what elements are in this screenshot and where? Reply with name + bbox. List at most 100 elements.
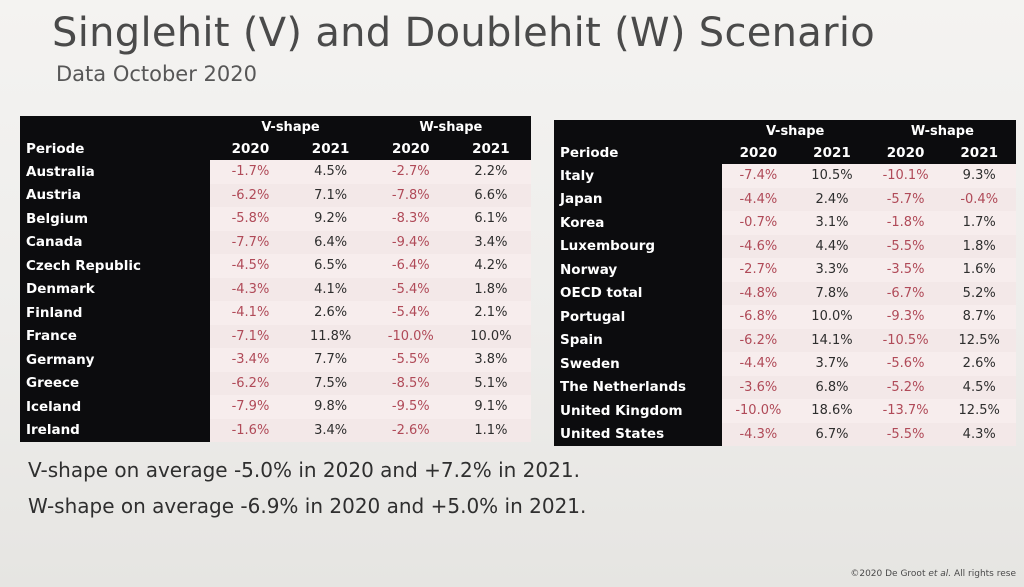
value-cell-w2020: -10.5% <box>868 328 943 352</box>
value-cell-v2021: 10.0% <box>795 305 869 329</box>
header-w-2021: 2021 <box>450 138 531 160</box>
value-cell-v2020: -3.4% <box>210 348 291 372</box>
value-cell-v2021: 3.3% <box>795 258 869 282</box>
header-group-row: V-shape W-shape <box>20 116 531 138</box>
value-cell-w2020: -5.5% <box>370 348 451 372</box>
country-cell: Portugal <box>554 305 722 329</box>
value-cell-w2021: 2.2% <box>450 160 531 184</box>
table-right: V-shape W-shape Periode 2020 2021 2020 2… <box>554 120 1016 446</box>
country-cell: The Netherlands <box>554 375 722 399</box>
value-cell-w2021: 5.1% <box>450 371 531 395</box>
table-row: Canada -7.7% 6.4% -9.4% 3.4% <box>20 230 531 254</box>
value-cell-v2021: 3.1% <box>795 211 869 235</box>
slide-title: Singlehit (V) and Doublehit (W) Scenario <box>52 10 876 56</box>
header-year-row: Periode 2020 2021 2020 2021 <box>20 138 531 160</box>
header-v-2021: 2021 <box>795 142 869 164</box>
country-cell: Germany <box>20 348 211 372</box>
header-blank <box>554 120 722 142</box>
value-cell-v2021: 10.5% <box>795 164 869 188</box>
table-row: Austria -6.2% 7.1% -7.8% 6.6% <box>20 183 531 207</box>
header-v-2021: 2021 <box>290 138 371 160</box>
copyright-suffix: All rights rese <box>951 569 1016 579</box>
value-cell-v2021: 7.1% <box>290 183 371 207</box>
value-cell-v2020: -10.0% <box>721 399 796 423</box>
value-cell-w2020: -3.5% <box>868 258 943 282</box>
value-cell-w2021: 2.1% <box>450 301 531 325</box>
value-cell-w2021: 6.6% <box>450 183 531 207</box>
value-cell-w2021: 5.2% <box>942 281 1016 305</box>
value-cell-v2021: 6.5% <box>290 254 371 278</box>
value-cell-w2021: 9.1% <box>450 395 531 419</box>
value-cell-v2020: -0.7% <box>721 211 796 235</box>
value-cell-w2020: -9.4% <box>370 230 451 254</box>
country-cell: Korea <box>554 211 722 235</box>
value-cell-v2020: -3.6% <box>721 375 796 399</box>
value-cell-w2020: -7.8% <box>370 183 451 207</box>
value-cell-w2020: -13.7% <box>868 399 943 423</box>
value-cell-w2020: -2.6% <box>370 418 451 442</box>
header-v-2020: 2020 <box>210 138 291 160</box>
value-cell-w2021: 1.6% <box>942 258 1016 282</box>
header-periode: Periode <box>554 142 722 164</box>
value-cell-v2020: -4.8% <box>721 281 796 305</box>
table-row: Finland -4.1% 2.6% -5.4% 2.1% <box>20 301 531 325</box>
table-row: France -7.1% 11.8% -10.0% 10.0% <box>20 324 531 348</box>
value-cell-v2020: -4.3% <box>210 277 291 301</box>
value-cell-w2021: 1.8% <box>450 277 531 301</box>
header-year-row: Periode 2020 2021 2020 2021 <box>554 142 1016 164</box>
value-cell-w2020: -10.1% <box>868 164 943 188</box>
value-cell-v2020: -7.7% <box>210 230 291 254</box>
country-cell: OECD total <box>554 281 722 305</box>
country-cell: Austria <box>20 183 211 207</box>
value-cell-v2021: 18.6% <box>795 399 869 423</box>
value-cell-w2020: -10.0% <box>370 324 451 348</box>
header-w-shape: W-shape <box>370 116 531 138</box>
value-cell-v2021: 9.2% <box>290 207 371 231</box>
table-row: Korea -0.7% 3.1% -1.8% 1.7% <box>554 211 1016 235</box>
value-cell-w2021: 3.4% <box>450 230 531 254</box>
value-cell-w2021: 3.8% <box>450 348 531 372</box>
value-cell-w2021: 10.0% <box>450 324 531 348</box>
value-cell-v2021: 11.8% <box>290 324 371 348</box>
value-cell-v2020: -6.2% <box>210 371 291 395</box>
table-row: Japan -4.4% 2.4% -5.7% -0.4% <box>554 187 1016 211</box>
value-cell-w2020: -2.7% <box>370 160 451 184</box>
table-row: Luxembourg -4.6% 4.4% -5.5% 1.8% <box>554 234 1016 258</box>
value-cell-v2020: -7.9% <box>210 395 291 419</box>
value-cell-w2021: 6.1% <box>450 207 531 231</box>
value-cell-v2020: -6.8% <box>721 305 796 329</box>
copyright-notice: ©2020 De Groot et al. All rights rese <box>850 569 1016 579</box>
value-cell-v2020: -4.1% <box>210 301 291 325</box>
value-cell-w2020: -5.6% <box>868 352 943 376</box>
table-row: United Kingdom -10.0% 18.6% -13.7% 12.5% <box>554 399 1016 423</box>
value-cell-w2020: -8.3% <box>370 207 451 231</box>
value-cell-w2021: 4.3% <box>942 422 1016 446</box>
value-cell-w2021: 4.5% <box>942 375 1016 399</box>
value-cell-w2020: -8.5% <box>370 371 451 395</box>
table-row: Iceland -7.9% 9.8% -9.5% 9.1% <box>20 395 531 419</box>
value-cell-v2020: -4.4% <box>721 352 796 376</box>
table-row: United States -4.3% 6.7% -5.5% 4.3% <box>554 422 1016 446</box>
country-cell: Norway <box>554 258 722 282</box>
value-cell-v2021: 6.4% <box>290 230 371 254</box>
country-cell: Japan <box>554 187 722 211</box>
value-cell-v2020: -7.1% <box>210 324 291 348</box>
table-row: Czech Republic -4.5% 6.5% -6.4% 4.2% <box>20 254 531 278</box>
value-cell-v2020: -4.6% <box>721 234 796 258</box>
value-cell-w2020: -5.7% <box>868 187 943 211</box>
country-cell: Czech Republic <box>20 254 211 278</box>
value-cell-v2021: 3.4% <box>290 418 371 442</box>
header-v-2020: 2020 <box>721 142 796 164</box>
value-cell-w2021: 4.2% <box>450 254 531 278</box>
value-cell-w2020: -5.4% <box>370 277 451 301</box>
value-cell-v2021: 7.7% <box>290 348 371 372</box>
country-cell: Australia <box>20 160 211 184</box>
slide-subtitle: Data October 2020 <box>56 62 257 86</box>
header-v-shape: V-shape <box>721 120 869 142</box>
header-periode: Periode <box>20 138 211 160</box>
copyright-prefix: ©2020 De Groot <box>850 569 929 579</box>
table-row: Italy -7.4% 10.5% -10.1% 9.3% <box>554 164 1016 188</box>
value-cell-v2020: -4.5% <box>210 254 291 278</box>
value-cell-v2021: 2.6% <box>290 301 371 325</box>
